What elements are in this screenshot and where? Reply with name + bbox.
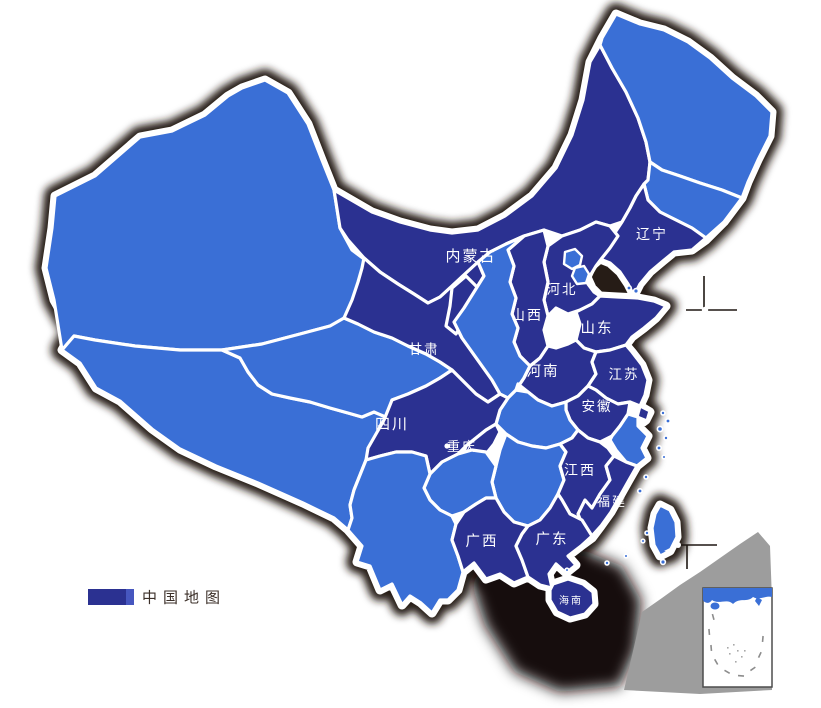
label-guangdong: 广东 <box>536 531 569 548</box>
label-hebei: 河北 <box>547 282 578 298</box>
label-henan: 河南 <box>527 363 560 380</box>
inset-coastline <box>703 588 772 604</box>
label-chongqing: 重庆 <box>447 439 477 455</box>
label-fujian: 福建 <box>597 495 627 510</box>
region-hainan[interactable] <box>548 577 596 620</box>
label-neimenggu: 内蒙古 <box>445 247 496 265</box>
island-marker-southeast <box>664 542 717 569</box>
inset-hainan <box>710 602 720 610</box>
island-dots <box>564 284 671 573</box>
region-shanghai[interactable] <box>635 404 652 423</box>
label-hainan: 海南 <box>559 594 583 607</box>
region-beijing[interactable] <box>562 247 584 271</box>
region-yunnan[interactable] <box>346 450 465 615</box>
region-jiangsu[interactable] <box>586 343 650 408</box>
region-guangdong[interactable] <box>514 492 594 590</box>
legend-swatch-tip <box>126 589 134 605</box>
label-liaoning: 辽宁 <box>636 226 668 243</box>
label-jiangsu: 江苏 <box>609 367 640 383</box>
island-marker-shandong <box>686 276 737 314</box>
region-zhejiang[interactable] <box>608 412 650 468</box>
label-shanxi: 山西 <box>511 308 543 324</box>
province-labels: 内蒙古 辽宁 河北 山西 山东 甘肃 河南 江苏 安徽 四川 重庆 江西 福建 … <box>375 226 668 607</box>
south-china-sea-inset <box>702 587 773 688</box>
legend: 中国地图 <box>88 589 226 607</box>
region-tianjin[interactable] <box>570 264 591 286</box>
region-taiwan[interactable] <box>650 503 679 558</box>
legend-swatch <box>88 589 126 605</box>
nine-dash-line <box>708 613 764 677</box>
region-xinjiang[interactable] <box>44 78 374 352</box>
label-gansu: 甘肃 <box>409 342 440 358</box>
provinces <box>44 12 774 620</box>
label-jiangxi: 江西 <box>564 463 596 479</box>
label-guangxi: 广西 <box>466 533 499 550</box>
legend-label: 中国地图 <box>142 589 226 607</box>
inset-taiwan <box>755 597 762 606</box>
inset-island-specks <box>727 644 746 663</box>
label-sichuan: 四川 <box>375 415 409 433</box>
label-anhui: 安徽 <box>582 399 613 415</box>
label-shandong: 山东 <box>581 320 614 337</box>
chongqing-city-dot <box>444 443 450 449</box>
